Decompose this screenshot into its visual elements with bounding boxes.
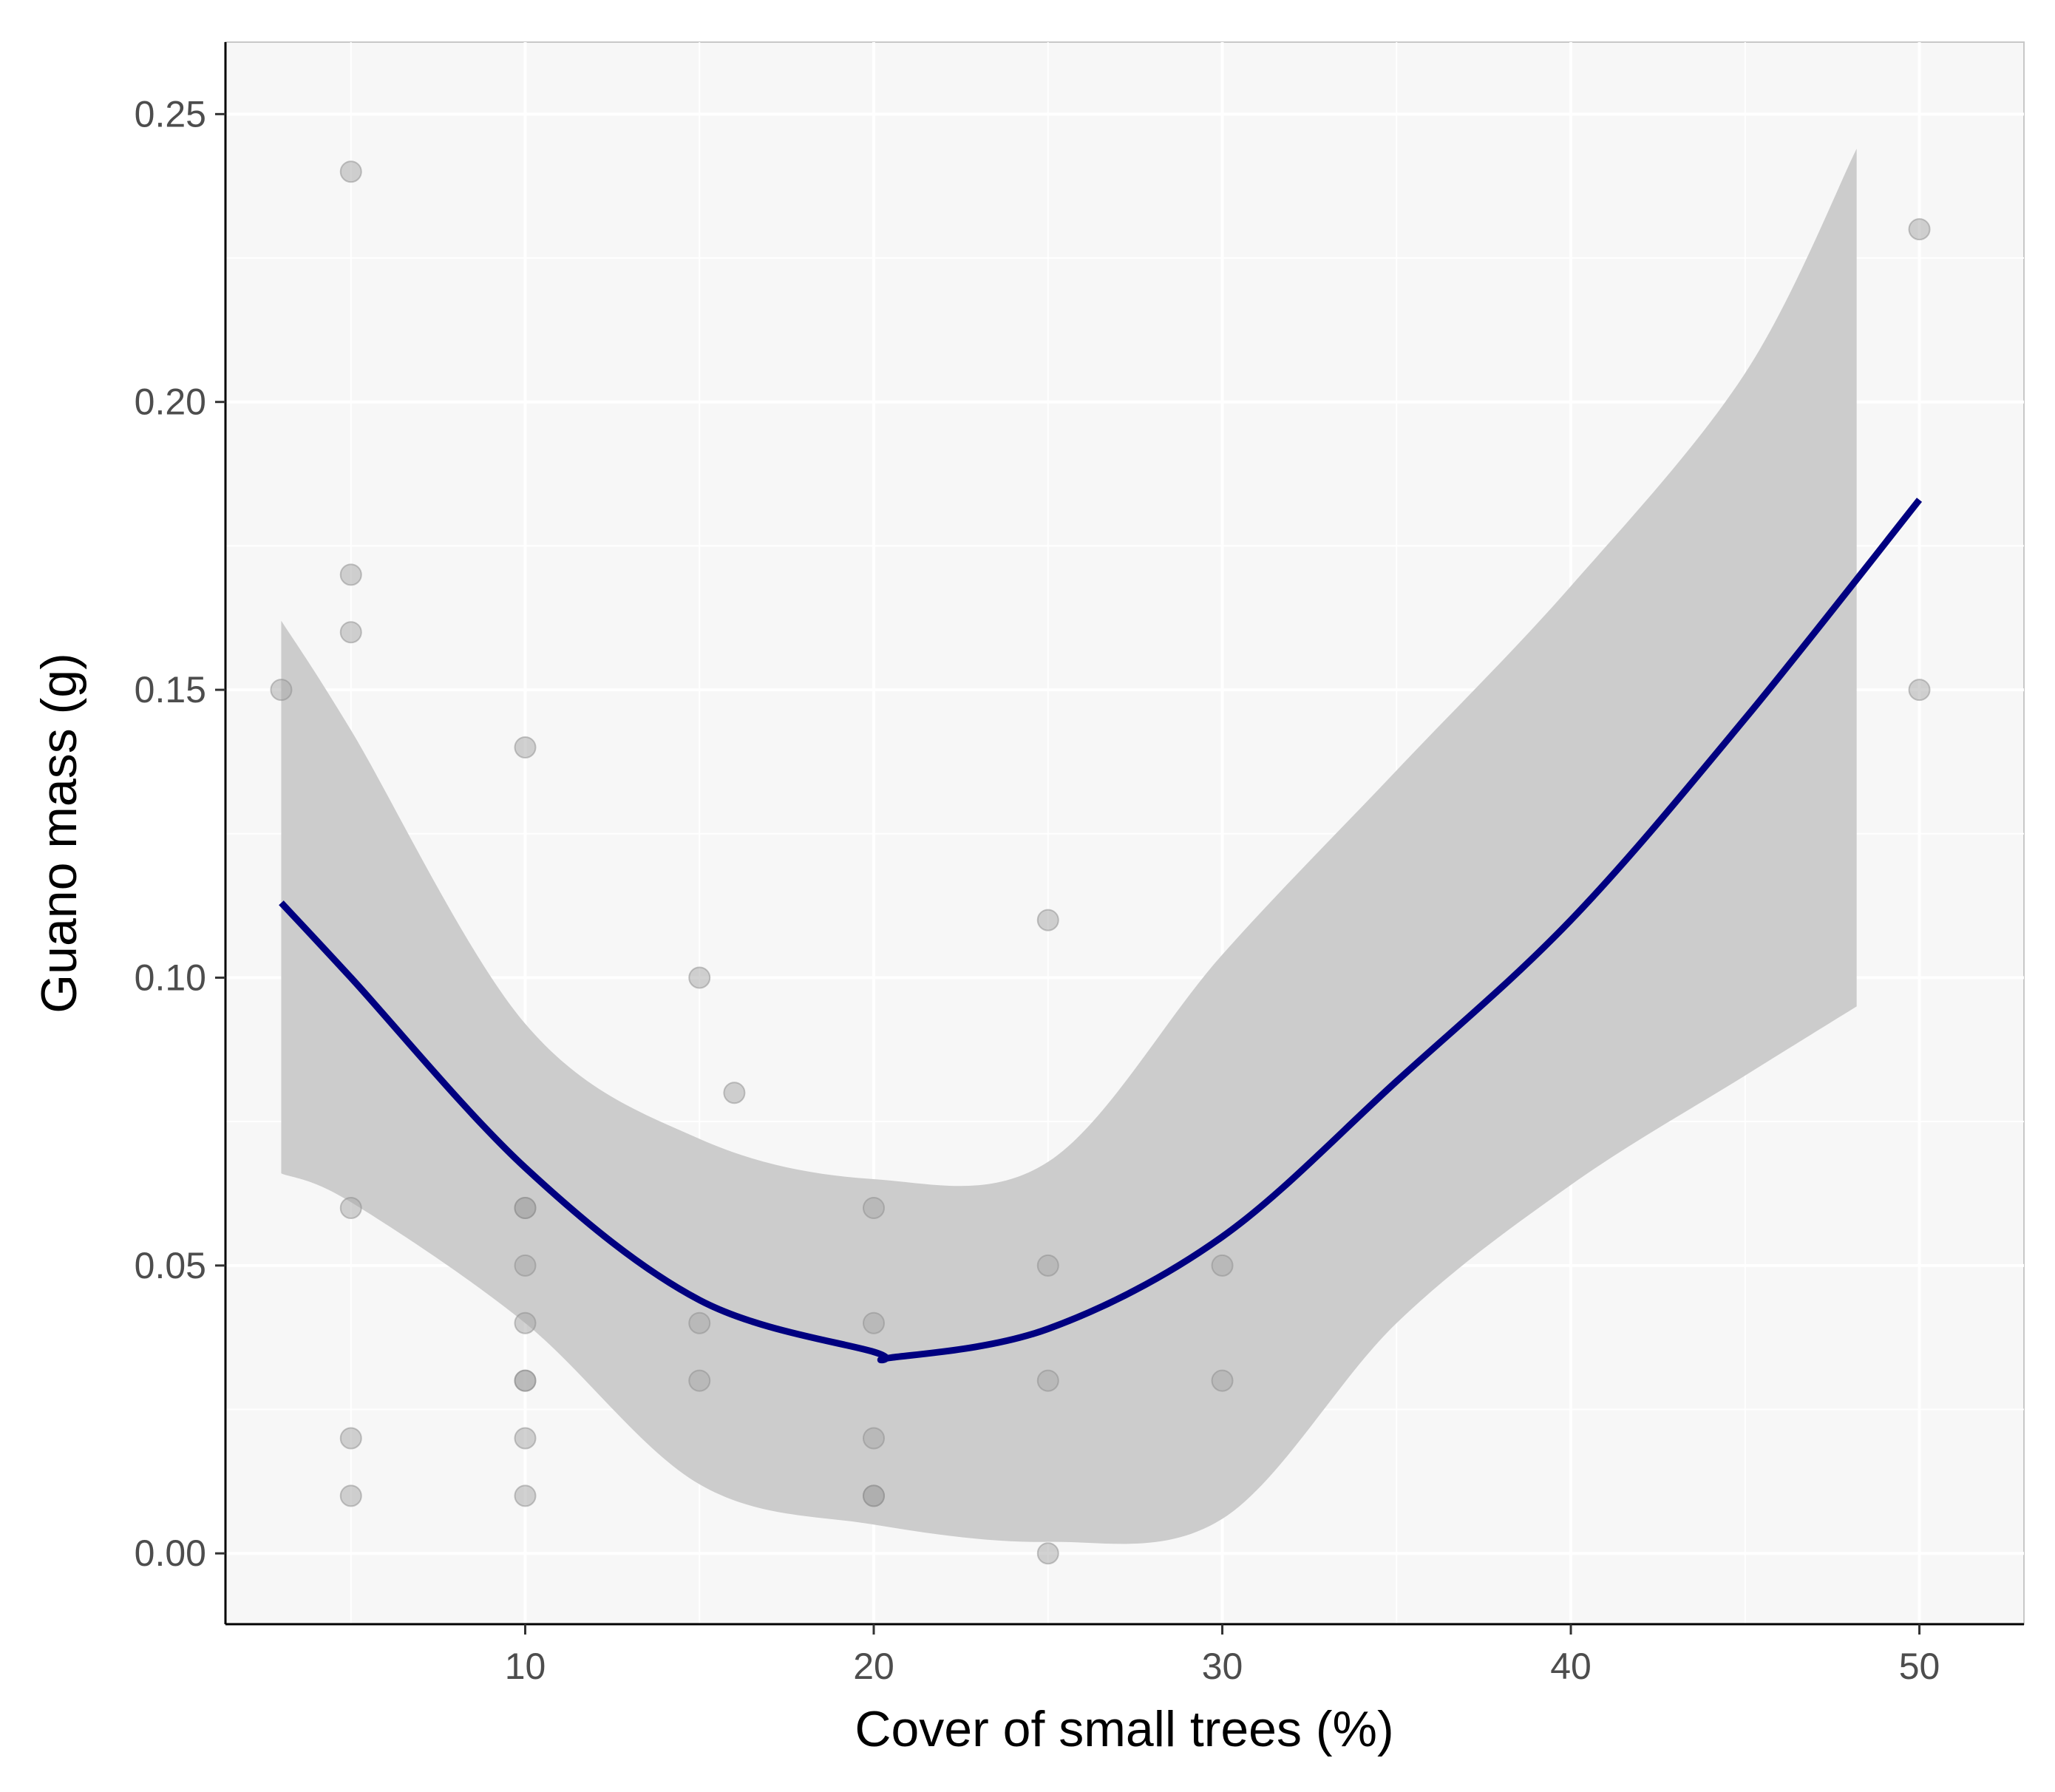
data-point: [1908, 218, 1931, 241]
data-point: [723, 1082, 746, 1104]
data-point: [1211, 1369, 1234, 1392]
data-point: [514, 1369, 537, 1392]
gridlines: [225, 42, 2024, 1624]
data-point: [688, 966, 711, 989]
data-point: [339, 1484, 362, 1507]
data-point: [339, 1196, 362, 1219]
x-axis-title: Cover of small trees (%): [855, 1701, 1393, 1757]
data-point: [688, 1311, 711, 1334]
data-point: [688, 1369, 711, 1392]
data-point: [514, 1427, 537, 1450]
y-tick-label: 0.10: [135, 957, 206, 998]
data-points-layer: [270, 160, 1931, 1565]
data-point: [514, 1196, 537, 1219]
y-tick-label: 0.20: [135, 381, 206, 423]
data-point: [514, 1254, 537, 1277]
x-tick-label: 20: [853, 1646, 894, 1687]
y-axis-title: Guano mass (g): [31, 653, 87, 1014]
x-tick-label: 30: [1202, 1646, 1243, 1687]
y-tick-label: 0.25: [135, 93, 206, 135]
data-point: [339, 621, 362, 644]
data-point: [1036, 909, 1059, 931]
data-point: [339, 1427, 362, 1450]
data-point: [863, 1311, 886, 1334]
y-tick-label: 0.00: [135, 1533, 206, 1574]
data-point: [1036, 1369, 1059, 1392]
data-point: [1211, 1254, 1234, 1277]
y-tick-label: 0.05: [135, 1245, 206, 1286]
trend-line-layer: [279, 498, 1923, 1364]
confidence-band: [281, 149, 1857, 1544]
data-point: [1036, 1254, 1059, 1277]
data-point: [863, 1196, 886, 1219]
data-point: [863, 1427, 886, 1450]
data-point: [1908, 679, 1931, 702]
data-point: [514, 736, 537, 758]
x-tick-label: 40: [1550, 1646, 1592, 1687]
axis-ticks: 10 20 30 40 50 0.00 0.05 0.10 0.15 0.20 0.25: [135, 93, 1940, 1687]
confidence-band-layer: [281, 149, 1857, 1544]
data-point: [1036, 1542, 1059, 1565]
x-tick-label: 50: [1899, 1646, 1940, 1687]
data-point: [514, 1311, 537, 1334]
data-point: [514, 1484, 537, 1507]
data-point: [339, 160, 362, 183]
trend-line: [279, 498, 1923, 1364]
data-point: [270, 679, 293, 702]
data-point: [863, 1484, 886, 1507]
data-point: [339, 563, 362, 586]
y-tick-label: 0.15: [135, 669, 206, 710]
x-tick-label: 10: [505, 1646, 546, 1687]
